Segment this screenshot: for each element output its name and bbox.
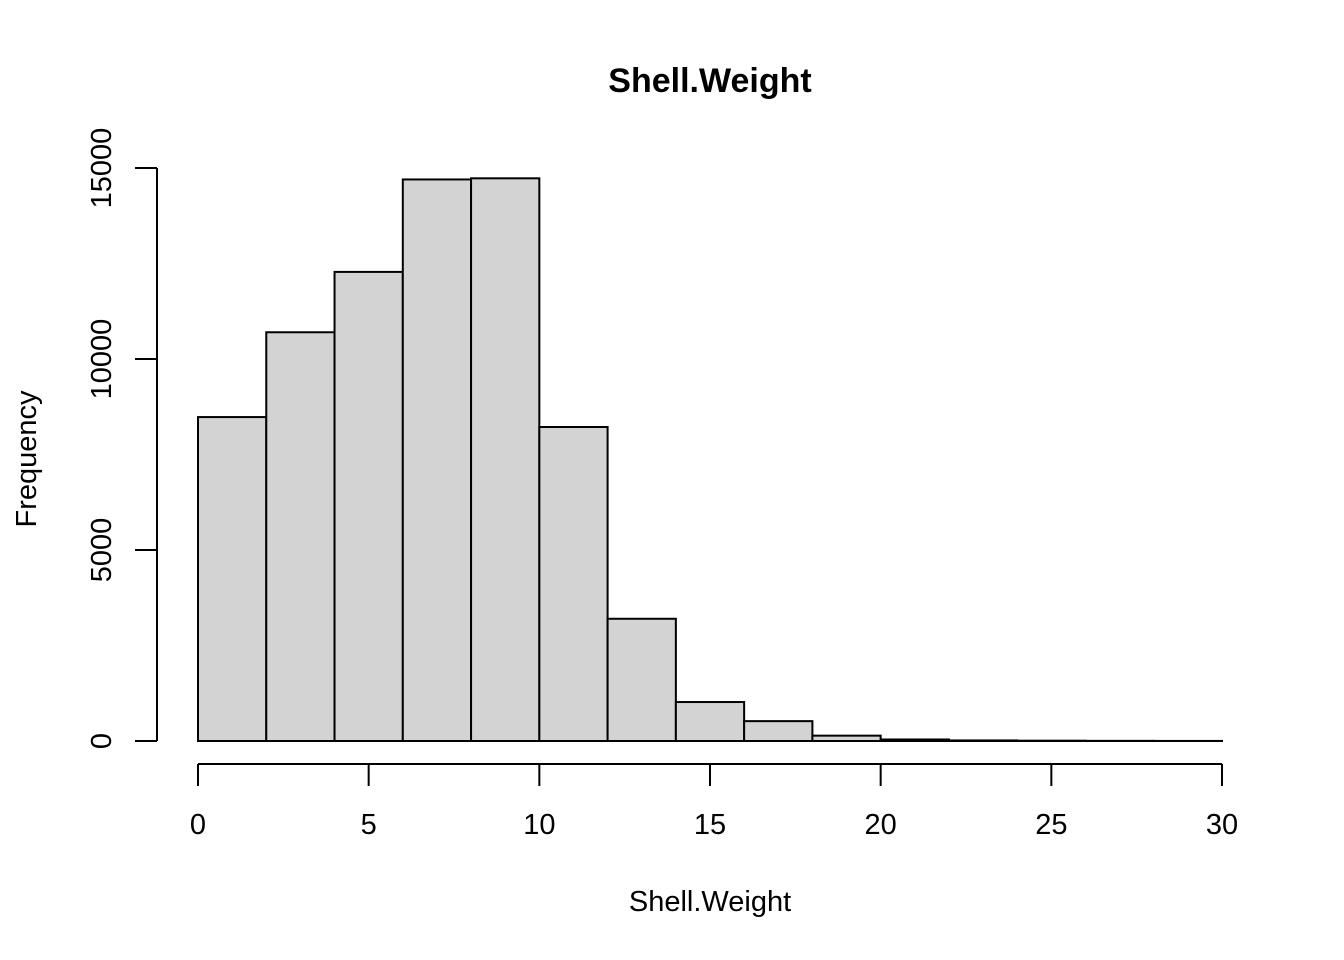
chart-title: Shell.Weight <box>608 62 811 100</box>
histogram-bar <box>265 331 336 742</box>
histogram-bar <box>674 701 746 743</box>
x-tick-label: 20 <box>865 809 897 841</box>
x-axis: 0 5 10 15 20 25 30 <box>190 763 1238 841</box>
histogram-bar <box>811 734 882 742</box>
y-axis-label: Frequency <box>11 390 43 528</box>
x-tick-label: 15 <box>694 809 726 841</box>
x-tick-label: 10 <box>523 809 555 841</box>
x-tick-label: 30 <box>1206 809 1238 841</box>
y-tick-label: 0 <box>86 733 118 749</box>
histogram-bar <box>947 739 1019 743</box>
y-tick-label: 10000 <box>86 319 118 400</box>
y-tick-label: 15000 <box>86 128 118 209</box>
bars-group <box>197 177 1223 743</box>
histogram-bar <box>743 720 814 742</box>
histogram-bar <box>197 416 268 742</box>
x-tick-label: 0 <box>190 809 206 841</box>
histogram-bar <box>333 270 404 742</box>
y-tick-label: 5000 <box>86 518 118 583</box>
histogram-bar <box>401 178 473 742</box>
x-axis-label: Shell.Weight <box>629 886 791 918</box>
x-tick-label: 25 <box>1035 809 1067 841</box>
histogram-bar <box>606 617 677 743</box>
histogram-bar <box>470 177 541 742</box>
histogram-bar <box>538 425 609 742</box>
histogram-bar <box>879 738 950 742</box>
x-tick-label: 5 <box>361 809 377 841</box>
y-axis: 0 5000 10000 15000 <box>86 128 158 749</box>
